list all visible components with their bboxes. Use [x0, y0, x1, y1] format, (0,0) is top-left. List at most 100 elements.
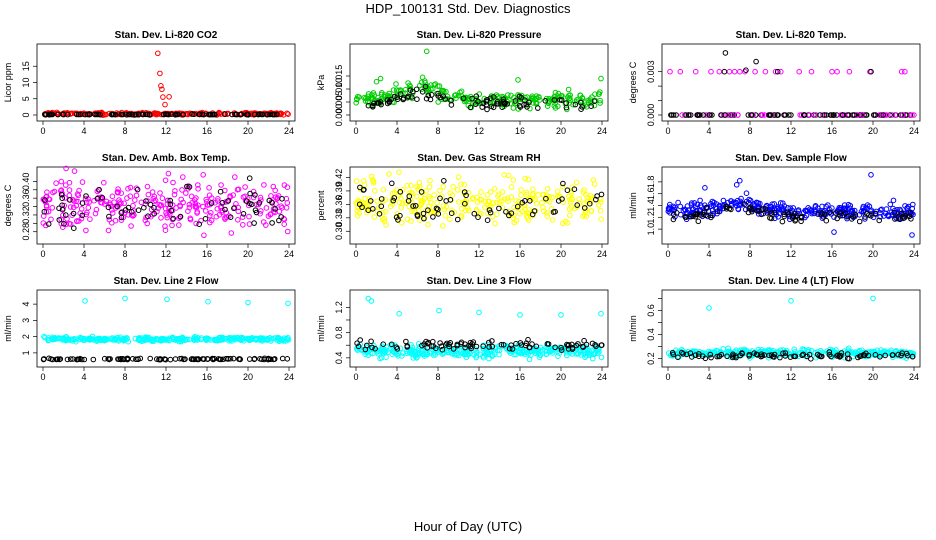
data-point — [208, 217, 215, 224]
x-tick-label: 20 — [243, 126, 253, 136]
data-point — [576, 196, 583, 202]
data-point — [493, 199, 500, 206]
data-point — [113, 336, 120, 342]
data-point — [55, 356, 61, 362]
data-point — [444, 349, 451, 355]
x-tick-label: 8 — [122, 249, 127, 259]
outlier-point — [162, 101, 168, 108]
data-point — [680, 207, 687, 214]
data-point — [56, 205, 62, 212]
data-point — [49, 205, 56, 211]
data-point — [527, 198, 533, 204]
data-point — [279, 196, 285, 202]
data-point — [457, 89, 463, 96]
data-point — [219, 200, 226, 206]
y-axis-label: Licor ppm — [3, 63, 13, 103]
data-point — [388, 341, 395, 348]
data-point — [175, 336, 181, 342]
data-point — [272, 187, 279, 194]
data-point — [371, 214, 378, 220]
data-point — [581, 351, 587, 357]
data-point — [544, 210, 550, 216]
data-point — [471, 99, 478, 106]
y-tick-label: 1.4 — [646, 199, 656, 212]
data-point — [890, 354, 896, 361]
data-point — [792, 218, 798, 224]
panel-title: Stan. Dev. Li-820 CO2 — [115, 30, 218, 41]
data-point — [125, 204, 132, 211]
data-point — [414, 350, 421, 357]
data-point — [471, 210, 478, 217]
data-point — [747, 204, 754, 211]
data-point — [406, 193, 413, 199]
data-point — [696, 351, 702, 357]
data-point — [588, 208, 595, 214]
data-point — [247, 190, 253, 197]
data-point — [147, 201, 154, 208]
outlier-point — [157, 70, 163, 77]
data-point — [887, 201, 894, 208]
data-point — [549, 194, 555, 201]
y-tick-label: 0.000 — [646, 104, 656, 127]
outlier-point — [159, 86, 165, 93]
data-point — [676, 348, 682, 355]
data-point — [565, 193, 572, 200]
figure-x-axis-label: Hour of Day (UTC) — [414, 519, 522, 534]
data-point — [371, 100, 377, 107]
data-point — [731, 112, 738, 118]
data-point — [271, 356, 278, 362]
data-point — [506, 212, 512, 219]
data-point — [218, 182, 224, 188]
data-point — [167, 356, 174, 363]
x-tick-label: 24 — [597, 126, 607, 136]
data-point — [460, 95, 467, 102]
data-point — [183, 190, 189, 196]
data-point — [446, 343, 453, 350]
data-point — [438, 343, 445, 350]
data-point — [598, 354, 605, 361]
data-point — [353, 100, 360, 106]
data-point — [440, 93, 447, 100]
data-point — [679, 112, 685, 118]
data-point — [67, 111, 74, 117]
data-point — [114, 334, 121, 341]
data-point — [844, 213, 850, 220]
data-point — [502, 100, 508, 106]
data-point — [817, 347, 824, 354]
x-tick-label: 20 — [556, 126, 566, 136]
data-point — [517, 210, 523, 217]
data-point — [489, 338, 495, 344]
data-point — [279, 355, 286, 362]
data-point — [367, 198, 374, 204]
data-point — [496, 199, 503, 205]
data-point — [176, 215, 182, 221]
data-point — [133, 111, 139, 118]
data-point — [354, 340, 360, 347]
data-point — [380, 341, 387, 348]
data-point — [447, 216, 453, 223]
data-point — [157, 356, 164, 363]
data-point — [550, 209, 557, 215]
data-point — [210, 356, 216, 363]
data-point — [200, 203, 206, 210]
data-point — [478, 211, 484, 217]
data-point — [511, 94, 517, 101]
data-point — [240, 222, 246, 228]
data-point — [389, 180, 395, 187]
data-point — [170, 179, 176, 186]
data-point — [224, 198, 231, 205]
outlier-point — [396, 310, 402, 317]
y-tick-label: 0.40 — [21, 173, 31, 191]
data-point — [513, 198, 519, 204]
x-tick-label: 12 — [786, 126, 796, 136]
data-point — [475, 98, 481, 105]
data-point — [227, 355, 234, 362]
data-point — [203, 337, 210, 344]
data-point — [159, 195, 166, 201]
data-point — [564, 94, 571, 101]
data-point — [898, 68, 905, 75]
data-point — [512, 98, 519, 104]
data-point — [751, 201, 757, 207]
outlier-point — [166, 94, 172, 100]
data-point — [124, 195, 130, 201]
